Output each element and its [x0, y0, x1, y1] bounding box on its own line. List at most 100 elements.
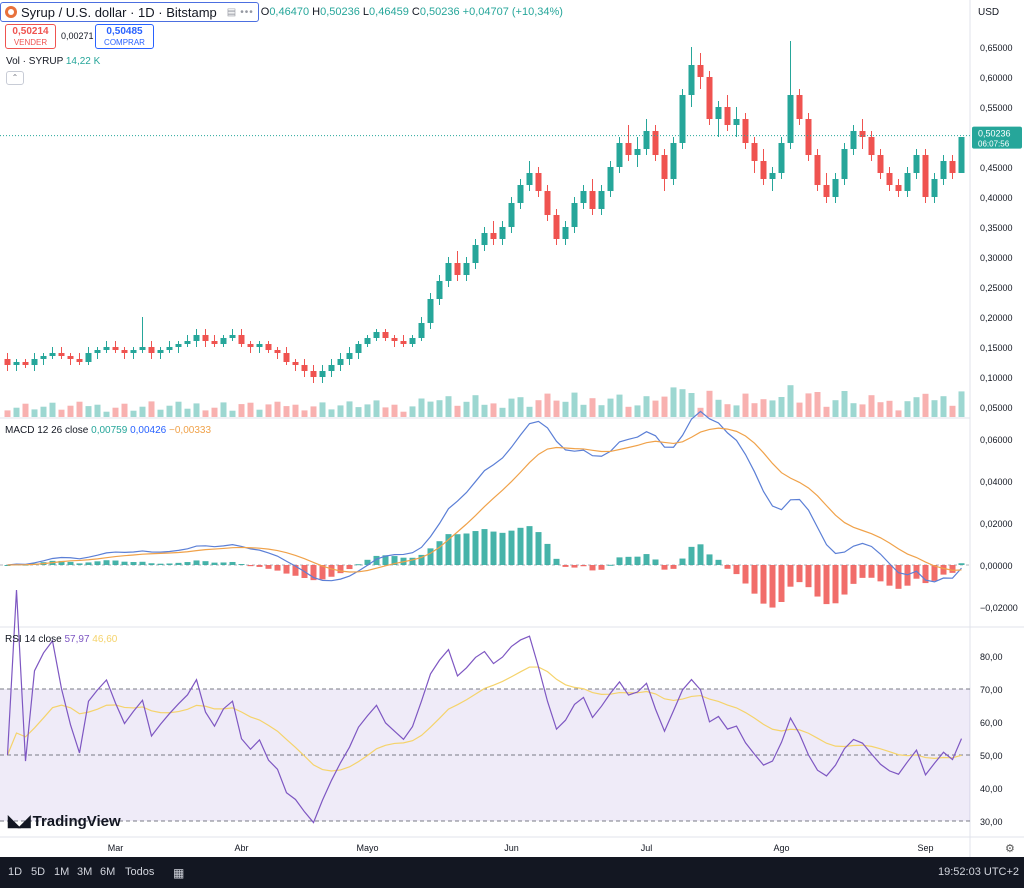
- high-value: 0,50236: [320, 6, 360, 18]
- volume-bar: [31, 409, 38, 417]
- macd-hist-bar: [256, 565, 263, 567]
- volume-bar: [193, 403, 200, 417]
- range-1d[interactable]: 1D: [8, 866, 23, 878]
- candle-body: [4, 359, 11, 365]
- candle-body: [958, 137, 965, 173]
- macd-hist-bar: [274, 565, 281, 571]
- candle-body: [157, 350, 164, 353]
- macd-hist-bar: [625, 556, 632, 565]
- volume-bar: [310, 406, 317, 417]
- volume-bar: [418, 398, 425, 417]
- candle-body: [778, 143, 785, 173]
- more-icon[interactable]: •••: [240, 6, 254, 18]
- macd-hist-bar: [310, 565, 317, 581]
- rsi-legend: RSI 14 close 57,97 46,60: [5, 634, 117, 645]
- candle-body: [238, 335, 245, 344]
- candle-body: [832, 179, 839, 197]
- volume-bar: [958, 391, 965, 417]
- range-all[interactable]: Todos: [125, 866, 155, 878]
- candle-body: [193, 335, 200, 341]
- volume-bar: [328, 409, 335, 417]
- calendar-icon[interactable]: ▦: [173, 866, 185, 880]
- volume-bar: [895, 410, 902, 417]
- volume-bar: [616, 394, 623, 417]
- macd-hist-bar: [427, 548, 434, 565]
- candle-body: [598, 191, 605, 209]
- candle-body: [31, 359, 38, 365]
- candle-body: [400, 341, 407, 344]
- volume-bar: [562, 401, 569, 417]
- candle-body: [112, 347, 119, 350]
- range-3m[interactable]: 3M: [77, 866, 93, 878]
- candle-body: [724, 107, 731, 125]
- macd-signal-value: 0,00426: [130, 425, 167, 436]
- macd-hist-bar: [787, 565, 794, 587]
- volume-bar: [265, 404, 272, 417]
- volume-bar: [886, 400, 893, 417]
- settings-gear-icon[interactable]: ⚙: [1005, 843, 1015, 855]
- volume-bar: [103, 411, 110, 417]
- visibility-icon[interactable]: ▤: [226, 6, 237, 18]
- chart-canvas[interactable]: 0,650000,600000,550000,500000,450000,400…: [0, 0, 1024, 857]
- macd-hist-bar: [778, 565, 785, 602]
- volume-bar: [769, 400, 776, 417]
- macd-line: [7, 410, 962, 583]
- volume-bar: [391, 404, 398, 417]
- range-6m[interactable]: 6M: [100, 866, 116, 878]
- rsi-label: RSI 14 close: [5, 634, 62, 645]
- currency-label[interactable]: USD: [978, 7, 1000, 18]
- spread-value: 0,00271: [61, 31, 94, 41]
- buy-button[interactable]: 0,50485 COMPRAR: [95, 24, 154, 49]
- candle-body: [265, 344, 272, 350]
- macd-hist-bar: [337, 565, 344, 574]
- candle-body: [76, 359, 83, 362]
- volume-bar: [706, 390, 713, 417]
- rsi-line: [6, 589, 963, 824]
- macd-hist-bar: [517, 527, 524, 565]
- range-1m[interactable]: 1M: [54, 866, 70, 878]
- volume-bar: [220, 402, 227, 417]
- macd-hist-bar: [697, 544, 704, 565]
- price-tick-label: 0,10000: [980, 373, 1013, 383]
- candle-body: [841, 149, 848, 179]
- volume-bar: [742, 393, 749, 417]
- volume-bar: [175, 401, 182, 417]
- candle-body: [148, 347, 155, 353]
- macd-hist-bar: [445, 534, 452, 565]
- time-tick-label: Jul: [641, 843, 653, 853]
- signal-line: [7, 427, 962, 573]
- volume-bar: [256, 409, 263, 417]
- candle-body: [274, 350, 281, 353]
- candle-body: [94, 350, 101, 353]
- symbol-selector[interactable]: Syrup / U.S. dollar · 1D · Bitstamp ▤ ••…: [0, 2, 259, 22]
- macd-hist-bar: [733, 565, 740, 575]
- collapse-legend-button[interactable]: ⌃: [6, 71, 24, 85]
- volume-bar: [517, 397, 524, 417]
- macd-tick-label: 0,06000: [980, 435, 1013, 445]
- macd-hist-bar: [850, 565, 857, 584]
- bottom-toolbar: 1D 5D 1M 3M 6M Todos ▦ 19:52:03 UTC+2: [0, 857, 1024, 888]
- volume-bar: [13, 407, 20, 417]
- time-tick-label: Abr: [234, 843, 248, 853]
- volume-bar: [832, 400, 839, 417]
- volume-bar: [364, 404, 371, 417]
- macd-hist-bar: [841, 565, 848, 595]
- macd-hist-bar: [859, 565, 866, 578]
- tv-mark-icon: ◣◢: [8, 813, 31, 830]
- volume-bar: [49, 402, 56, 417]
- range-5d[interactable]: 5D: [31, 866, 46, 878]
- macd-hist-bar: [715, 559, 722, 565]
- macd-legend: MACD 12 26 close 0,00759 0,00426 −0,0033…: [5, 425, 211, 436]
- macd-hist-bar: [490, 531, 497, 565]
- rsi-tick-label: 30,00: [980, 817, 1003, 827]
- candle-body: [742, 119, 749, 143]
- macd-hist-value: −0,00333: [169, 425, 212, 436]
- volume-bar: [913, 397, 920, 417]
- sell-button[interactable]: 0,50214 VENDER: [5, 24, 56, 49]
- tradingview-logo[interactable]: ◣◢ TradingView: [8, 811, 121, 831]
- volume-bar: [580, 404, 587, 417]
- macd-hist-bar: [220, 562, 227, 565]
- candle-body: [868, 137, 875, 155]
- candle-body: [517, 185, 524, 203]
- candle-body: [922, 155, 929, 197]
